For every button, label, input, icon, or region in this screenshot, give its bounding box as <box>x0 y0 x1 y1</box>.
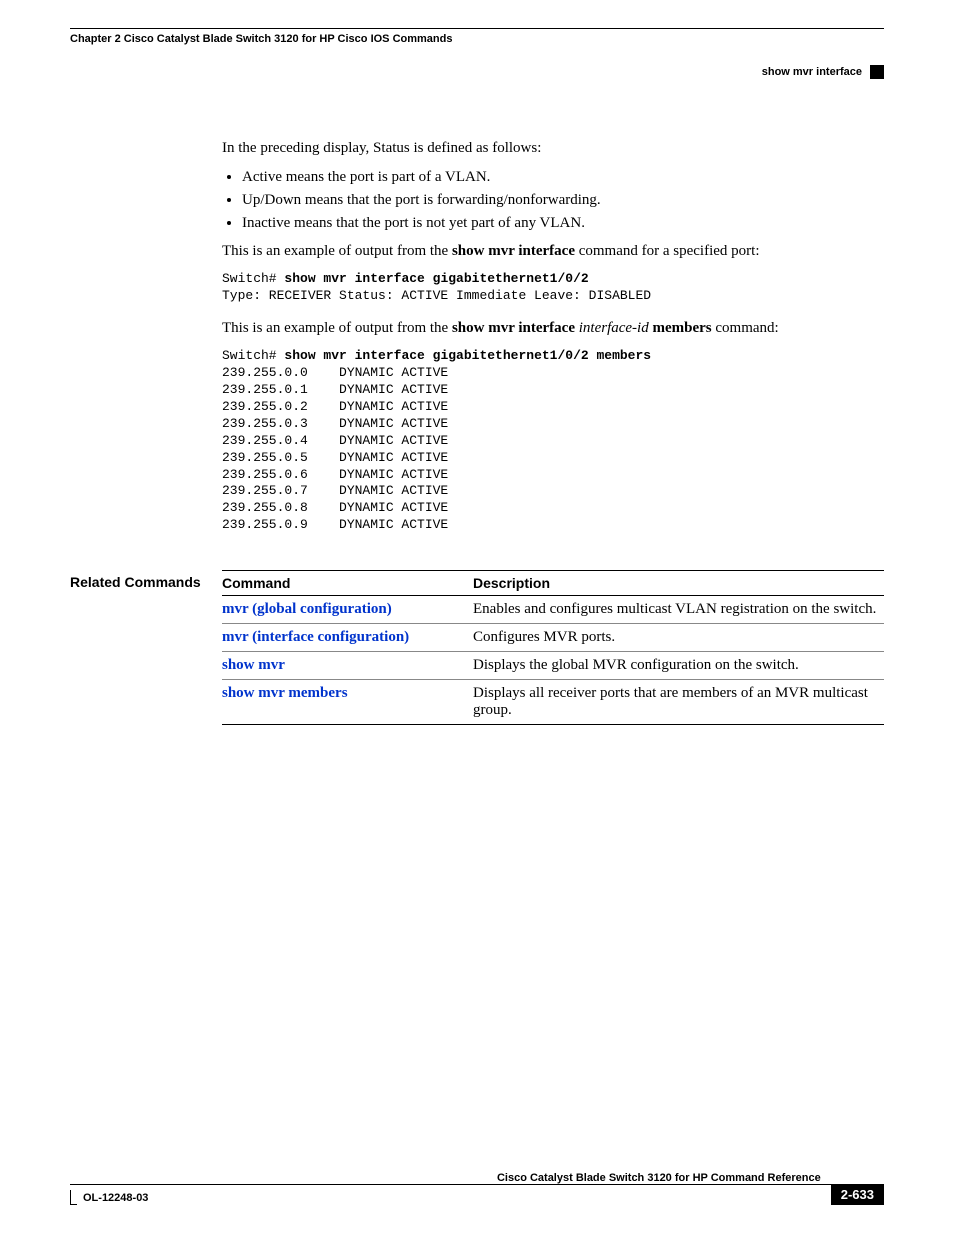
intro-paragraph: In the preceding display, Status is defi… <box>222 139 884 159</box>
command-keyword: members <box>652 320 711 336</box>
table-row: show mvr Displays the global MVR configu… <box>222 652 884 680</box>
related-commands-section: Related Commands Command Description mvr… <box>70 570 884 725</box>
table-row: show mvr members Displays all receiver p… <box>222 680 884 725</box>
cli-output-row: 239.255.0.2 DYNAMIC ACTIVE <box>222 399 448 414</box>
related-command-link[interactable]: show mvr <box>222 657 285 673</box>
table-header-command: Command <box>222 571 473 596</box>
header-row: Chapter 2 Cisco Catalyst Blade Switch 31… <box>70 33 884 45</box>
example1-code: Switch# show mvr interface gigabitethern… <box>222 271 884 305</box>
command-name: show mvr interface <box>452 320 575 336</box>
cli-output-row: 239.255.0.1 DYNAMIC ACTIVE <box>222 382 448 397</box>
cli-output-row: 239.255.0.9 DYNAMIC ACTIVE <box>222 517 448 532</box>
cli-output-row: 239.255.0.7 DYNAMIC ACTIVE <box>222 483 448 498</box>
table-row: mvr (interface configuration) Configures… <box>222 624 884 652</box>
table-row: mvr (global configuration) Enables and c… <box>222 596 884 624</box>
example2-code: Switch# show mvr interface gigabitethern… <box>222 348 884 534</box>
section-name: show mvr interface <box>762 66 862 78</box>
document-page: Chapter 2 Cisco Catalyst Blade Switch 31… <box>0 0 954 1235</box>
text-fragment: command: <box>712 320 779 336</box>
status-bullet-list: Active means the port is part of a VLAN.… <box>222 169 884 232</box>
example2-lead: This is an example of output from the sh… <box>222 319 884 339</box>
cli-command: show mvr interface gigabitethernet1/0/2 … <box>284 348 651 363</box>
cli-output-row: 239.255.0.3 DYNAMIC ACTIVE <box>222 416 448 431</box>
cli-output: Type: RECEIVER Status: ACTIVE Immediate … <box>222 288 651 303</box>
footer-ol-number: OL-12248-03 <box>83 1192 148 1204</box>
related-command-desc: Displays the global MVR configuration on… <box>473 652 884 680</box>
related-command-desc: Enables and configures multicast VLAN re… <box>473 596 884 624</box>
cli-command: show mvr interface gigabitethernet1/0/2 <box>284 271 588 286</box>
command-arg: interface-id <box>579 320 649 336</box>
footer-rule <box>70 1184 831 1185</box>
related-command-link[interactable]: mvr (global configuration) <box>222 601 392 617</box>
cli-output-row: 239.255.0.4 DYNAMIC ACTIVE <box>222 433 448 448</box>
page-footer: Cisco Catalyst Blade Switch 3120 for HP … <box>70 1172 884 1205</box>
example1-lead: This is an example of output from the sh… <box>222 242 884 262</box>
cli-output-row: 239.255.0.8 DYNAMIC ACTIVE <box>222 500 448 515</box>
footer-doc-title: Cisco Catalyst Blade Switch 3120 for HP … <box>70 1172 831 1184</box>
list-item: Up/Down means that the port is forwardin… <box>242 192 884 209</box>
cli-prompt: Switch# <box>222 348 284 363</box>
header-right: show mvr interface <box>70 45 884 79</box>
text-fragment: This is an example of output from the <box>222 320 452 336</box>
main-content: In the preceding display, Status is defi… <box>222 139 884 534</box>
cli-output-row: 239.255.0.6 DYNAMIC ACTIVE <box>222 467 448 482</box>
list-item: Inactive means that the port is not yet … <box>242 215 884 232</box>
cli-prompt: Switch# <box>222 271 284 286</box>
related-commands-table: Command Description mvr (global configur… <box>222 570 884 725</box>
table-header-description: Description <box>473 571 884 596</box>
text-fragment: This is an example of output from the <box>222 243 452 259</box>
header-rule <box>70 28 884 29</box>
cli-output-row: 239.255.0.5 DYNAMIC ACTIVE <box>222 450 448 465</box>
text-fragment: command for a specified port: <box>575 243 760 259</box>
command-name: show mvr interface <box>452 243 575 259</box>
related-command-link[interactable]: mvr (interface configuration) <box>222 629 409 645</box>
related-commands-label: Related Commands <box>70 570 222 590</box>
footer-tick-icon <box>70 1190 77 1205</box>
list-item: Active means the port is part of a VLAN. <box>242 169 884 186</box>
related-command-desc: Displays all receiver ports that are mem… <box>473 680 884 725</box>
related-command-desc: Configures MVR ports. <box>473 624 884 652</box>
header-marker-icon <box>870 65 884 79</box>
related-command-link[interactable]: show mvr members <box>222 685 348 701</box>
page-number: 2-633 <box>831 1184 884 1205</box>
cli-output-row: 239.255.0.0 DYNAMIC ACTIVE <box>222 365 448 380</box>
chapter-title: Chapter 2 Cisco Catalyst Blade Switch 31… <box>70 33 452 45</box>
